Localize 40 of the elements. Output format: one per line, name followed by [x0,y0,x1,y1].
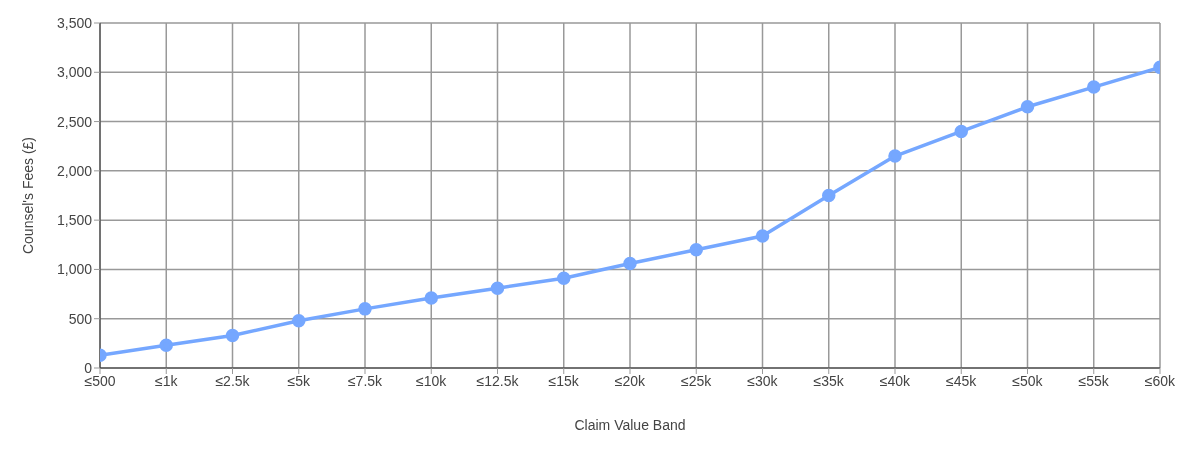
point [689,242,703,257]
x-tick-label: ≤60k [1144,372,1177,389]
x-tick-label: ≤40k [879,372,912,389]
point [159,338,173,353]
point [557,271,571,286]
x-tick-label: ≤50k [1012,372,1044,389]
y-tick-label: 1,000 [56,261,93,278]
y-tick-label: 500 [68,310,93,327]
x-tick-label: ≤15k [548,372,580,389]
point [225,328,240,343]
y-tick-label: 3,000 [56,64,93,81]
point [954,124,968,139]
y-tick-label: 2,000 [56,162,93,179]
x-tick-label: ≤45k [946,372,978,389]
point [292,313,306,328]
x-tick-label: ≤2.5k [215,372,251,389]
point [623,256,637,271]
x-tick-label: ≤5k [287,372,311,389]
y-axis-title: Counsel's Fees (£) [19,136,36,255]
x-tick-label: ≤25k [681,372,713,389]
x-axis-title: Claim Value Band [574,417,686,433]
point [822,188,836,203]
x-tick-label: ≤30k [747,372,779,389]
y-tick-label: 1,500 [56,212,93,229]
x-tick-label: ≤12.5k [476,372,520,389]
point [755,229,770,243]
x-tick-label: ≤10k [416,372,448,389]
point [1087,80,1101,94]
y-tick-label: 2,500 [56,113,93,130]
x-tick-label: ≤20k [614,372,647,389]
point [1020,100,1035,114]
x-tick-label: ≤7.5k [347,372,384,389]
y-tick-label: 3,500 [56,14,93,31]
point [424,291,438,305]
x-tick-label: ≤1k [155,372,179,389]
x-tick-label: ≤55k [1078,372,1110,389]
point [888,149,902,163]
point [490,281,505,295]
point [358,302,372,316]
x-tick-label: ≤35k [813,372,845,389]
